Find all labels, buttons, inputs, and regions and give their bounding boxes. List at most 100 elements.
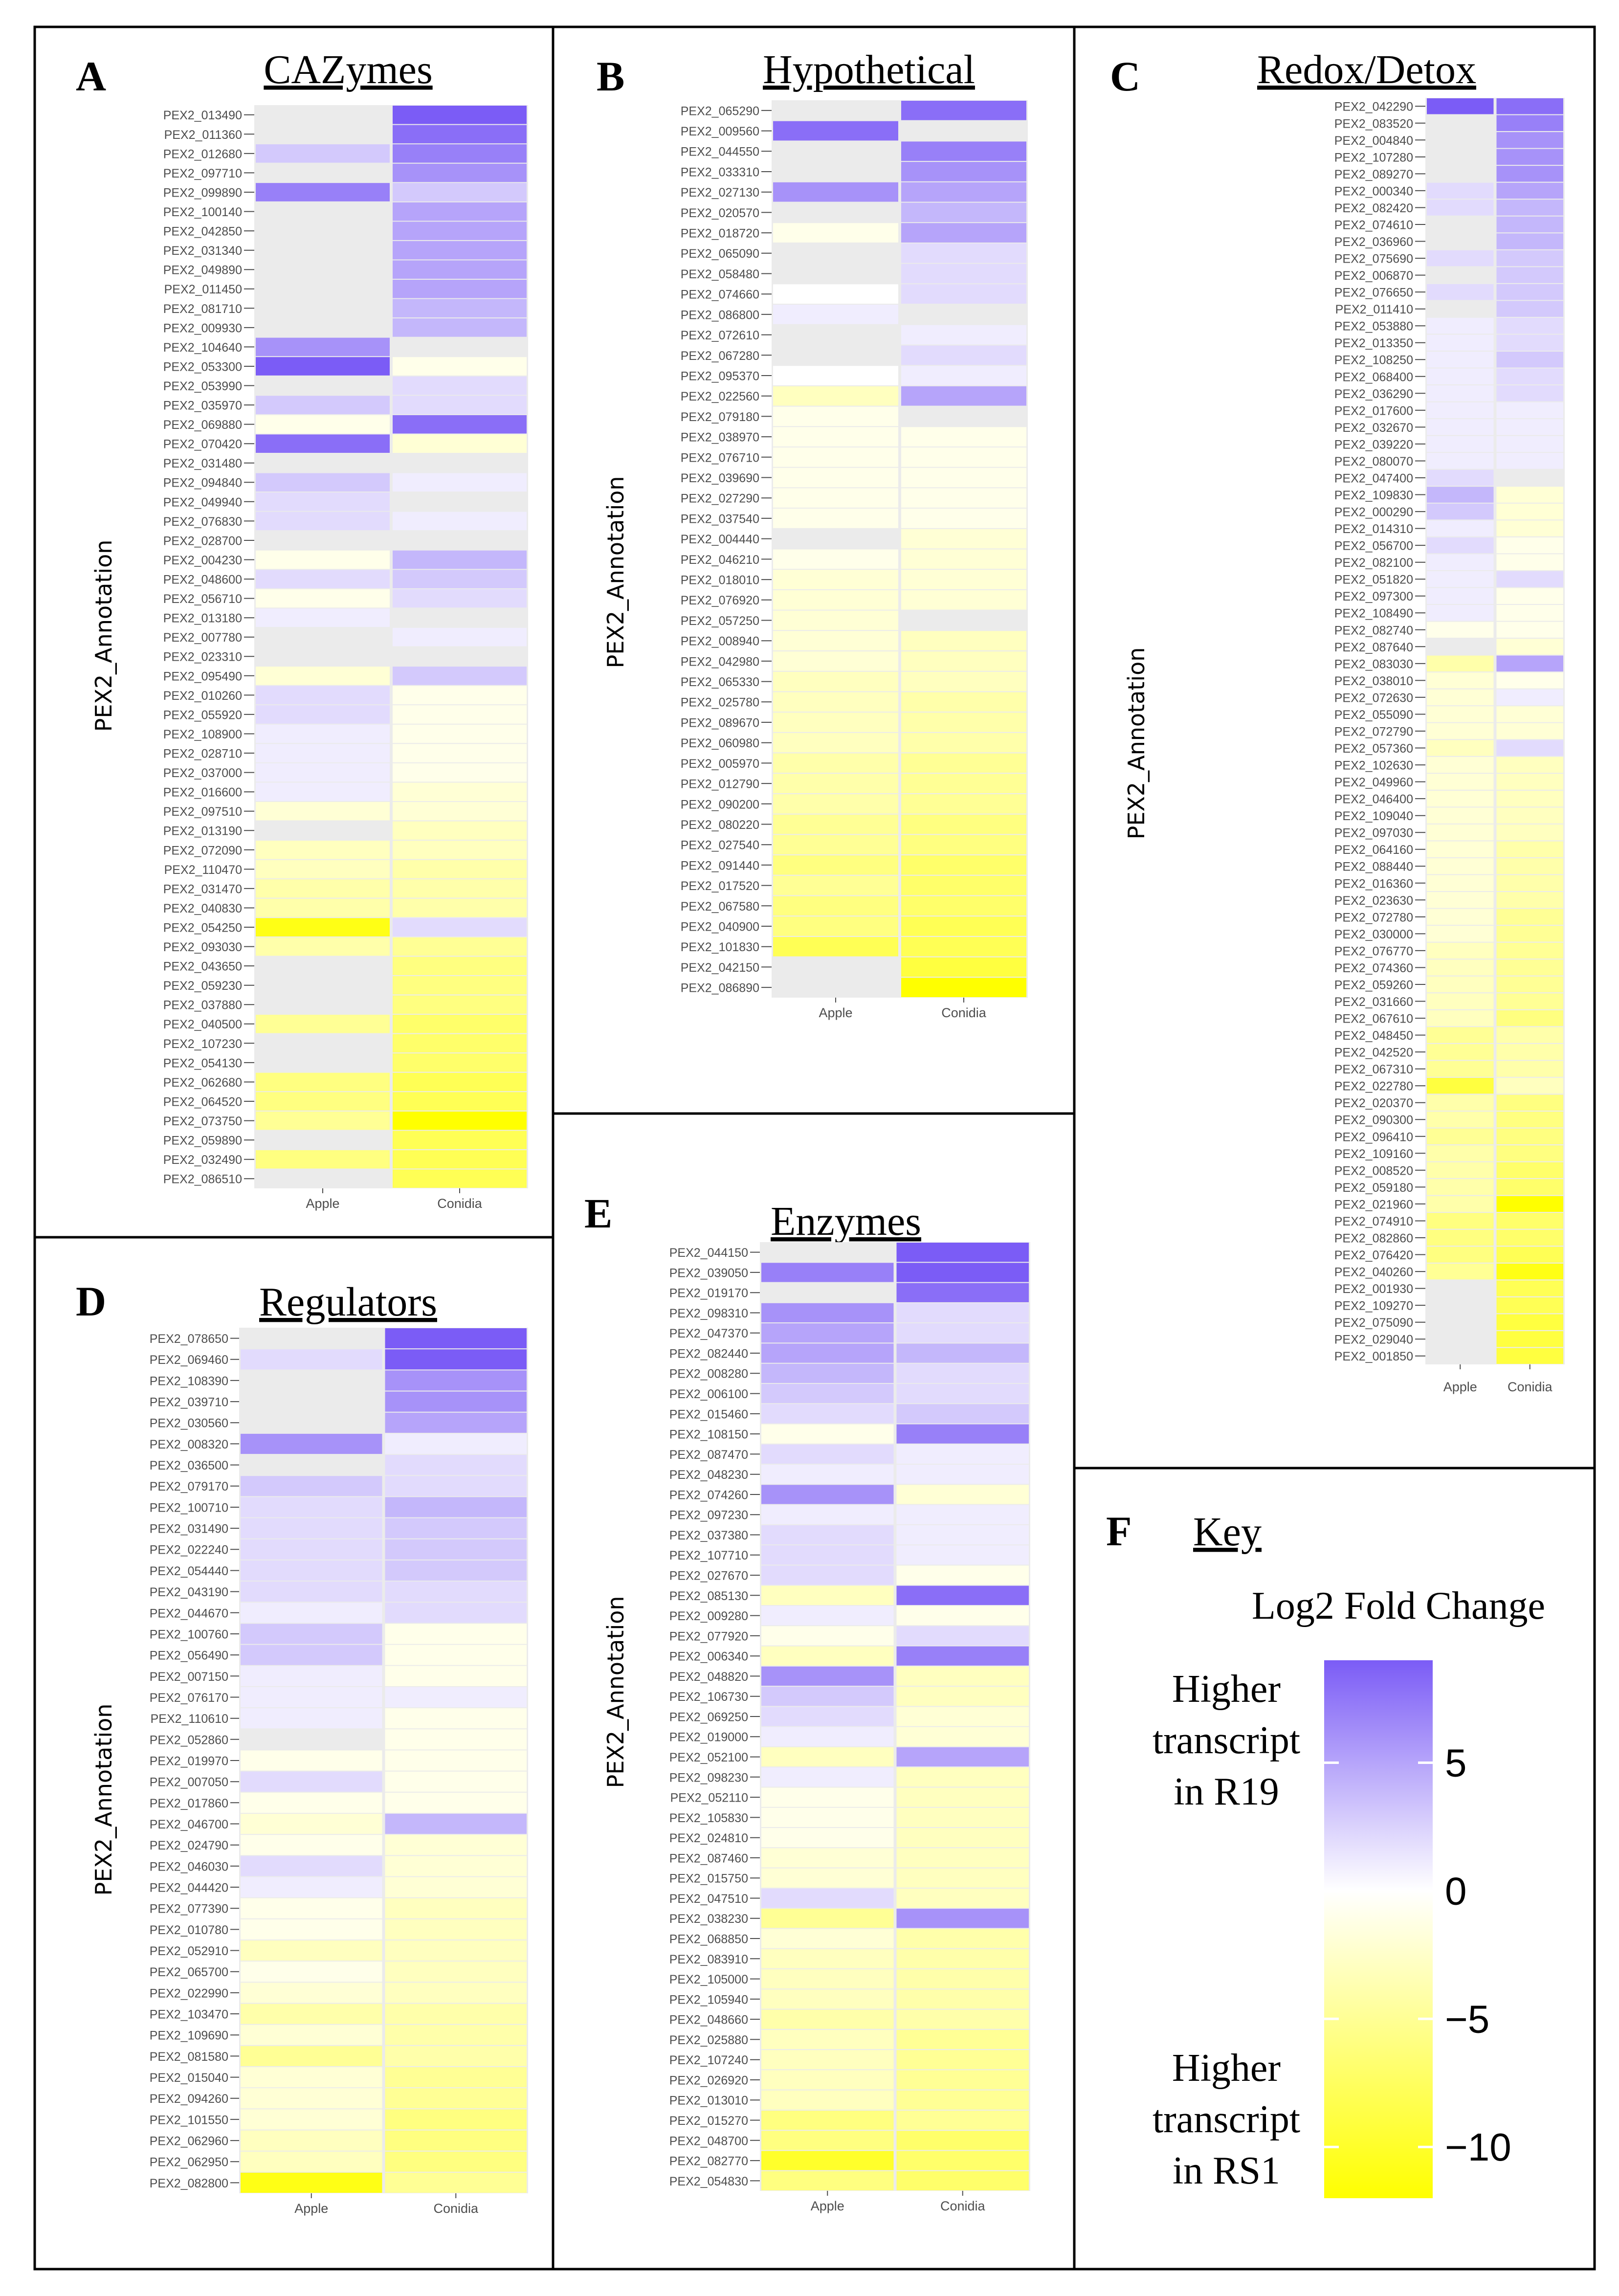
- heat-cell: [393, 744, 527, 762]
- heat-cell: [1427, 487, 1494, 503]
- heat-cell: [256, 667, 390, 685]
- heat-cell: [385, 1835, 527, 1855]
- heat-cell: [241, 1962, 382, 1982]
- heat-cell: [1496, 571, 1563, 587]
- heat-cell: [1496, 1213, 1563, 1229]
- heat-cell: [1427, 1094, 1494, 1111]
- heat-cell: [1496, 807, 1563, 824]
- row-label: PEX2_105940: [669, 1993, 748, 2006]
- panel-a-title: CAZymes: [264, 47, 432, 92]
- heat-cell: [773, 713, 898, 732]
- heat-cell: [385, 1539, 527, 1560]
- row-label: PEX2_038010: [1334, 674, 1413, 688]
- heat-cell: [761, 1424, 894, 1444]
- heat-cell: [901, 406, 1026, 426]
- row-label: PEX2_044150: [669, 1246, 748, 1260]
- heat-cell: [1427, 942, 1494, 959]
- heat-cell: [256, 415, 390, 434]
- row-label: PEX2_056700: [1334, 539, 1413, 553]
- heat-cell: [901, 141, 1026, 161]
- heat-cell: [901, 162, 1026, 181]
- row-label: PEX2_107280: [1334, 151, 1413, 164]
- heat-cell: [256, 589, 390, 608]
- heat-cell: [256, 744, 390, 762]
- heat-cell: [1496, 588, 1563, 604]
- heat-cell: [1496, 1128, 1563, 1144]
- row-label: PEX2_052100: [669, 1751, 748, 1764]
- heat-cell: [1427, 655, 1494, 672]
- heat-cell: [241, 1539, 382, 1560]
- heat-cell: [761, 1263, 894, 1282]
- heat-cell: [1427, 926, 1494, 942]
- panel-f-key: F Key Log2 Fold Change Higher transcript…: [1073, 1467, 1596, 2271]
- row-label: PEX2_052110: [670, 1791, 748, 1805]
- heat-cell: [256, 1131, 390, 1149]
- heat-cell: [901, 447, 1026, 467]
- row-label: PEX2_108250: [1334, 354, 1413, 367]
- row-label: PEX2_016600: [163, 786, 242, 800]
- heat-cell: [761, 1929, 894, 1948]
- heat-cell: [1496, 740, 1563, 756]
- row-label: PEX2_017520: [681, 879, 759, 893]
- row-label: PEX2_072610: [681, 329, 759, 342]
- heat-cell: [256, 1072, 390, 1092]
- row-label: PEX2_055090: [1334, 708, 1413, 722]
- heat-cell: [385, 1708, 527, 1729]
- heat-cell: [761, 1828, 894, 1848]
- heat-cell: [256, 782, 390, 801]
- row-label: PEX2_055920: [163, 708, 242, 722]
- row-label: PEX2_087470: [669, 1448, 748, 1462]
- row-label: PEX2_097030: [1334, 826, 1413, 840]
- heat-cell: [256, 802, 390, 821]
- heat-cell: [773, 488, 898, 508]
- heat-cell: [896, 1545, 1029, 1565]
- row-label: PEX2_009280: [669, 1609, 748, 1623]
- heat-cell: [901, 855, 1026, 875]
- heat-cell: [393, 763, 527, 782]
- heat-cell: [901, 182, 1026, 202]
- row-label: PEX2_074660: [681, 288, 759, 302]
- row-label: PEX2_057360: [1334, 742, 1413, 756]
- heat-cell: [896, 1263, 1029, 1282]
- heat-cell: [1427, 1280, 1494, 1296]
- heat-cell: [393, 570, 527, 588]
- row-label: PEX2_102630: [1334, 759, 1413, 773]
- row-label: PEX2_069460: [150, 1353, 228, 1367]
- row-label: PEX2_086890: [681, 981, 759, 995]
- heat-cell: [385, 1370, 527, 1391]
- row-label: PEX2_004440: [681, 533, 759, 546]
- heat-cell: [773, 855, 898, 875]
- row-label: PEX2_088440: [1334, 860, 1413, 874]
- row-label: PEX2_105830: [669, 1811, 748, 1825]
- heat-cell: [1427, 284, 1494, 300]
- heat-cell: [1427, 216, 1494, 233]
- row-label: PEX2_067280: [681, 349, 759, 363]
- heat-cell: [1427, 909, 1494, 925]
- heat-cell: [1496, 1061, 1563, 1077]
- heat-cell: [1496, 301, 1563, 317]
- heat-cell: [1496, 368, 1563, 384]
- row-label: PEX2_105000: [669, 1973, 748, 1986]
- heat-cell: [773, 223, 898, 243]
- key-tick-label: 5: [1445, 1741, 1467, 1785]
- row-label: PEX2_017860: [150, 1797, 228, 1810]
- heat-cell: [385, 1919, 527, 1939]
- heat-cell: [896, 2050, 1029, 2070]
- heat-cell: [1427, 301, 1494, 317]
- heat-cell: [901, 753, 1026, 773]
- heat-cell: [1427, 959, 1494, 976]
- heat-cell: [1427, 723, 1494, 739]
- heat-cell: [773, 529, 898, 549]
- heat-cell: [385, 2109, 527, 2130]
- heat-cell: [1427, 1027, 1494, 1043]
- heat-cell: [896, 1666, 1029, 1686]
- row-label: PEX2_109160: [1334, 1147, 1413, 1161]
- row-label: PEX2_082770: [669, 2155, 748, 2168]
- heat-cell: [773, 936, 898, 957]
- row-label: PEX2_103470: [150, 2008, 228, 2022]
- heat-cell: [393, 144, 527, 163]
- heat-cell: [241, 1919, 382, 1939]
- heat-cell: [1496, 1297, 1563, 1314]
- row-label: PEX2_079170: [150, 1480, 228, 1494]
- heat-cell: [1496, 1145, 1563, 1161]
